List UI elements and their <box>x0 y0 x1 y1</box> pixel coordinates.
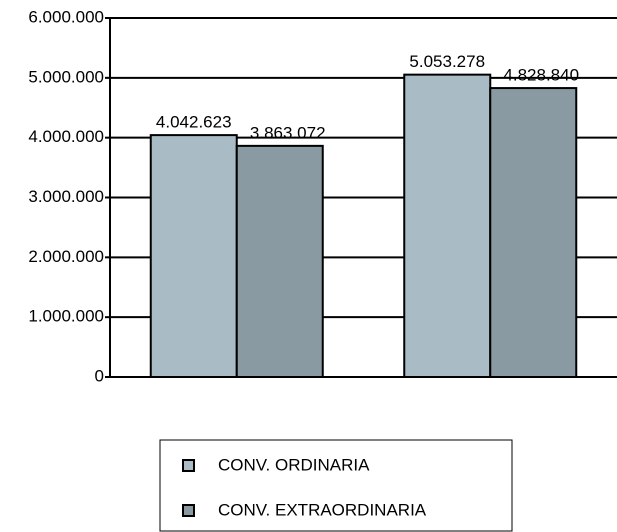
value-label: 5.053.278 <box>409 52 485 71</box>
y-tick-label: 1.000.000 <box>28 307 104 326</box>
value-label: 3.863.072 <box>250 123 326 142</box>
legend-label: CONV. EXTRAORDINARIA <box>218 500 427 519</box>
y-tick-label: 5.000.000 <box>28 67 104 86</box>
legend-box <box>159 439 513 532</box>
bar <box>235 144 324 378</box>
legend-swatch <box>182 459 195 472</box>
legend-swatch <box>182 504 195 517</box>
legend-label: CONV. ORDINARIA <box>218 455 370 474</box>
y-tick-label: 0 <box>95 366 104 385</box>
y-tick-label: 3.000.000 <box>28 187 104 206</box>
y-tick-label: 6.000.000 <box>28 7 104 26</box>
bar <box>149 134 238 378</box>
bar <box>403 73 492 378</box>
value-label: 4.828.840 <box>503 66 579 85</box>
bar <box>489 87 578 379</box>
value-label: 4.042.623 <box>156 113 232 132</box>
y-tick-label: 4.000.000 <box>28 127 104 146</box>
y-tick-label: 2.000.000 <box>28 247 104 266</box>
